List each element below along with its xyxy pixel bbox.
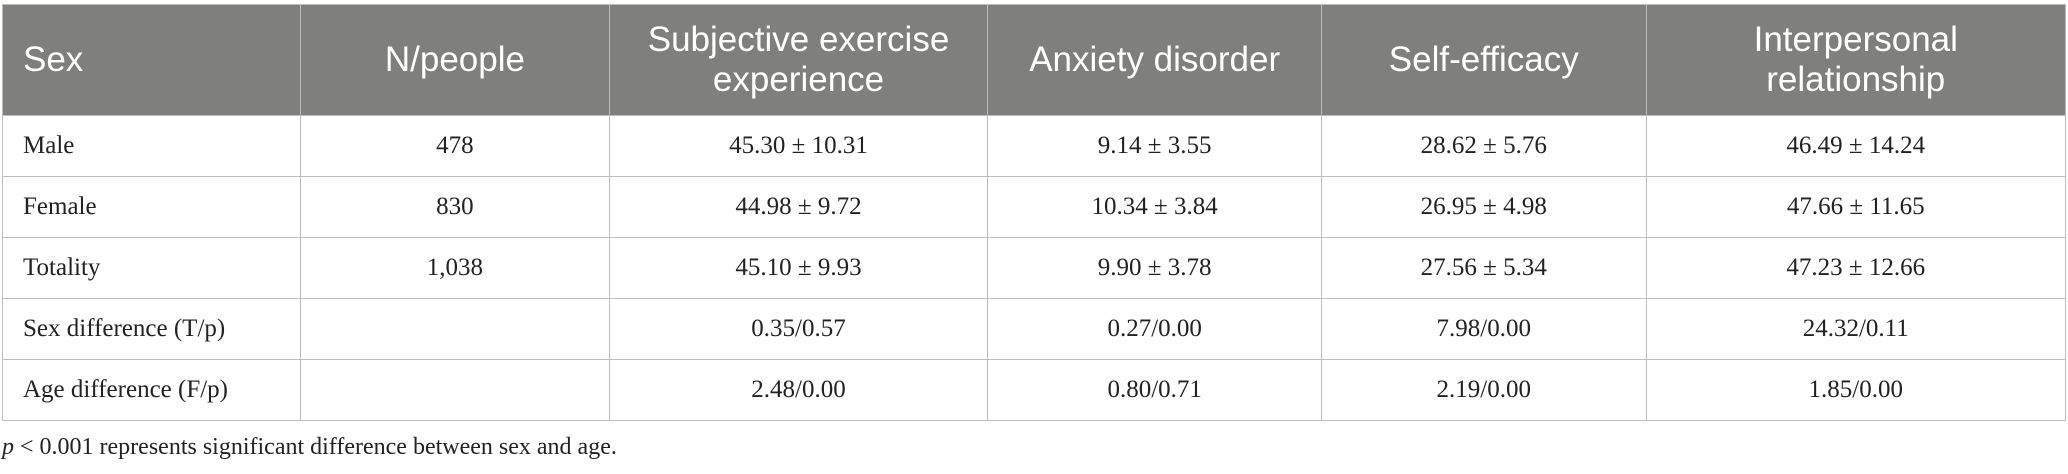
table-cell: 1.85/0.00 (1645, 359, 2067, 421)
table-cell: 47.66 ± 11.65 (1645, 176, 2067, 238)
footnote-p-variable: p (2, 434, 14, 460)
table-cell: 28.62 ± 5.76 (1321, 115, 1647, 177)
table-cell: 2.19/0.00 (1321, 359, 1647, 421)
table-cell: 47.23 ± 12.66 (1645, 237, 2067, 299)
table-cell (300, 298, 610, 360)
table-cell: 0.80/0.71 (987, 359, 1323, 421)
table-row: Age difference (F/p) 2.48/0.00 0.80/0.71… (1, 359, 2067, 421)
column-header-sex: Sex (1, 4, 302, 116)
table-cell: 10.34 ± 3.84 (987, 176, 1323, 238)
table-cell: 2.48/0.00 (608, 359, 989, 421)
table-cell: 830 (300, 176, 610, 238)
table-cell: 44.98 ± 9.72 (608, 176, 989, 238)
table-cell: 0.27/0.00 (987, 298, 1323, 360)
table-footnote: p < 0.001 represents significant differe… (2, 434, 617, 461)
table-cell: 1,038 (300, 237, 610, 299)
table-cell: 478 (300, 115, 610, 177)
table-cell: 45.10 ± 9.93 (608, 237, 989, 299)
column-header-n-people: N/people (300, 4, 610, 116)
table-cell: 7.98/0.00 (1321, 298, 1647, 360)
footnote-text: < 0.001 represents significant differenc… (14, 434, 617, 460)
column-header-anxiety-disorder: Anxiety disorder (987, 4, 1323, 116)
table-cell: 26.95 ± 4.98 (1321, 176, 1647, 238)
row-label: Male (1, 115, 302, 177)
table-row: Sex difference (T/p) 0.35/0.57 0.27/0.00… (1, 298, 2067, 360)
row-label: Age difference (F/p) (1, 359, 302, 421)
row-label: Totality (1, 237, 302, 299)
column-header-self-efficacy: Self-efficacy (1321, 4, 1647, 116)
column-header-subjective-exercise-experience: Subjective exercise experience (608, 4, 989, 116)
row-label: Female (1, 176, 302, 238)
column-header-interpersonal-relationship: Interpersonal relationship (1645, 4, 2067, 116)
table-row: Totality 1,038 45.10 ± 9.93 9.90 ± 3.78 … (1, 237, 2067, 299)
table-cell (300, 359, 610, 421)
header-row: Sex N/people Subjective exercise experie… (1, 4, 2067, 116)
table-cell: 9.14 ± 3.55 (987, 115, 1323, 177)
table-cell: 46.49 ± 14.24 (1645, 115, 2067, 177)
table-cell: 45.30 ± 10.31 (608, 115, 989, 177)
table-cell: 27.56 ± 5.34 (1321, 237, 1647, 299)
table-row: Male 478 45.30 ± 10.31 9.14 ± 3.55 28.62… (1, 115, 2067, 177)
table-cell: 0.35/0.57 (608, 298, 989, 360)
row-label: Sex difference (T/p) (1, 298, 302, 360)
table-cell: 24.32/0.11 (1645, 298, 2067, 360)
table-row: Female 830 44.98 ± 9.72 10.34 ± 3.84 26.… (1, 176, 2067, 238)
data-table: Sex N/people Subjective exercise experie… (1, 4, 2067, 421)
table-cell: 9.90 ± 3.78 (987, 237, 1323, 299)
